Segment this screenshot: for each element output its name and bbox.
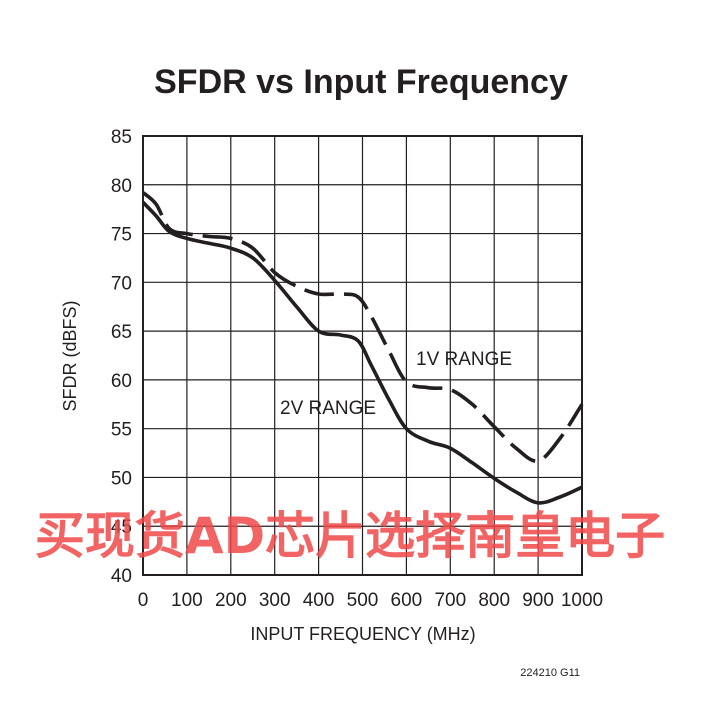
x-tick-label: 200 xyxy=(215,590,247,611)
x-tick-label: 400 xyxy=(303,590,335,611)
y-tick-label: 60 xyxy=(111,371,132,392)
watermark: 买现货AD芯片选择南皇电子 xyxy=(35,507,665,565)
y-tick-label: 55 xyxy=(111,420,132,441)
y-axis-label: SFDR (dBFS) xyxy=(60,300,80,411)
x-tick-label: 100 xyxy=(171,590,203,611)
x-axis-label: INPUT FREQUENCY (MHz) xyxy=(250,624,475,644)
series-layer xyxy=(141,191,584,505)
x-tick-label: 600 xyxy=(391,590,423,611)
x-tick-label: 0 xyxy=(138,590,149,611)
y-tick-label: 75 xyxy=(111,225,132,246)
chart-title: SFDR vs Input Frequency xyxy=(154,63,568,101)
plot-frame xyxy=(142,135,583,576)
x-tick-label: 900 xyxy=(522,590,554,611)
y-tick-labels: 40 45 50 55 60 65 70 75 80 85 xyxy=(111,127,132,587)
series-line-1v-range xyxy=(141,191,584,463)
x-tick-label: 500 xyxy=(347,590,379,611)
y-tick-label: 85 xyxy=(111,127,132,148)
series-label-1v-range: 1V RANGE xyxy=(416,349,512,370)
x-tick-labels: 0 100 200 300 400 500 600 700 800 900 1000 xyxy=(138,590,603,611)
figure-id: 224210 G11 xyxy=(520,667,580,679)
x-tick-label: 1000 xyxy=(561,590,603,611)
x-tick-label: 800 xyxy=(478,590,510,611)
series-label-2v-range: 2V RANGE xyxy=(280,398,376,419)
series-line-2v-range xyxy=(141,201,583,505)
y-tick-label: 65 xyxy=(111,322,132,343)
x-tick-label: 300 xyxy=(259,590,291,611)
y-tick-label: 50 xyxy=(111,468,132,489)
x-tick-label: 700 xyxy=(434,590,466,611)
y-tick-label: 45 xyxy=(111,517,132,538)
y-tick-label: 70 xyxy=(111,273,132,294)
y-tick-label: 40 xyxy=(111,566,132,587)
y-tick-label: 80 xyxy=(111,176,132,197)
